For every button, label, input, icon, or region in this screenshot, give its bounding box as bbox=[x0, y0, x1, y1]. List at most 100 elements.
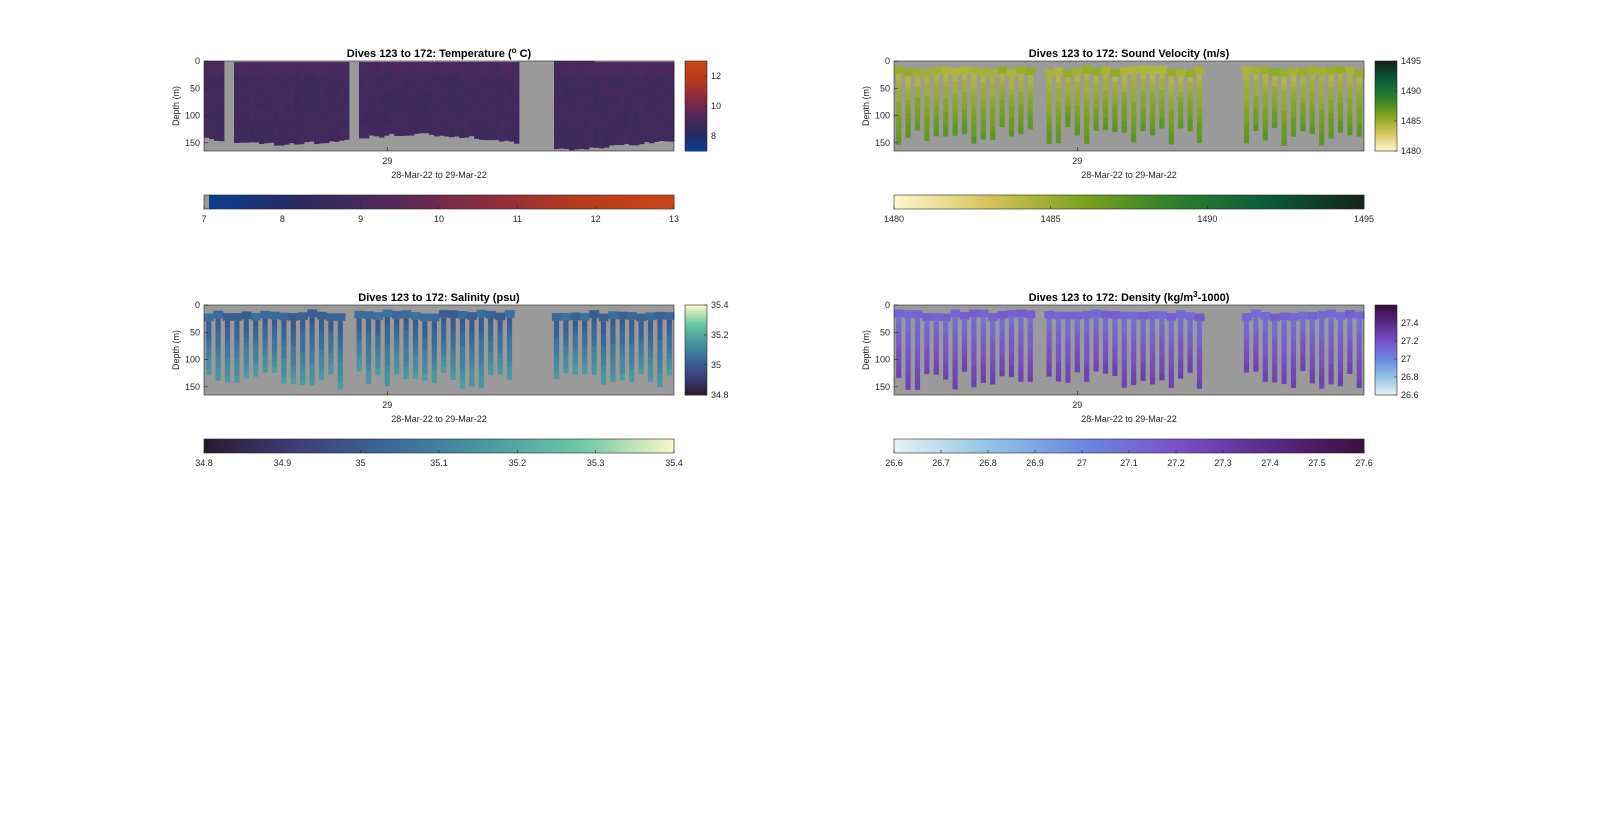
data-cell bbox=[914, 76, 921, 82]
data-cell bbox=[412, 343, 419, 350]
colorbar-segment bbox=[392, 195, 397, 209]
data-cell bbox=[506, 336, 513, 343]
data-cell bbox=[244, 82, 250, 90]
data-cell bbox=[1131, 358, 1137, 366]
data-cell bbox=[356, 334, 362, 340]
data-cell bbox=[659, 114, 665, 122]
data-cell bbox=[943, 86, 949, 94]
data-cell bbox=[234, 122, 240, 130]
data-cell bbox=[589, 68, 595, 76]
data-cell bbox=[1131, 319, 1137, 327]
data-cell bbox=[474, 132, 480, 139]
colorbar-segment bbox=[1246, 195, 1251, 209]
data-cell bbox=[1131, 87, 1137, 95]
data-cell bbox=[1093, 108, 1099, 115]
data-cell bbox=[980, 75, 986, 83]
data-cell bbox=[234, 129, 240, 137]
colorbar-segment bbox=[352, 439, 358, 453]
data-cell bbox=[1290, 99, 1297, 107]
data-cell bbox=[657, 380, 663, 388]
data-cell bbox=[420, 313, 430, 322]
data-cell bbox=[439, 68, 445, 75]
data-cell bbox=[309, 371, 315, 379]
data-cell bbox=[234, 351, 240, 359]
data-cell bbox=[334, 95, 340, 103]
data-cell bbox=[514, 116, 520, 124]
plot-data bbox=[204, 61, 675, 151]
data-cell bbox=[373, 312, 383, 320]
y-tick-label: 50 bbox=[880, 83, 890, 93]
data-cell bbox=[379, 93, 385, 101]
data-cell bbox=[629, 110, 635, 118]
data-cell bbox=[375, 341, 381, 348]
data-cell bbox=[980, 375, 986, 383]
data-cell bbox=[564, 112, 570, 120]
data-cell bbox=[905, 360, 911, 369]
data-cell bbox=[559, 140, 565, 149]
data-cell bbox=[1084, 343, 1090, 351]
colorbar-segment bbox=[642, 439, 647, 453]
data-cell bbox=[1025, 67, 1036, 76]
colorbar-segment bbox=[489, 439, 495, 453]
colorbar-segment bbox=[439, 439, 444, 453]
data-cell bbox=[1074, 81, 1080, 88]
data-cell bbox=[304, 75, 310, 83]
data-cell bbox=[389, 79, 395, 87]
data-cell bbox=[464, 112, 470, 119]
data-cell bbox=[1262, 93, 1268, 101]
data-cell bbox=[582, 368, 588, 374]
data-cell bbox=[1065, 319, 1071, 327]
data-cell bbox=[999, 89, 1005, 96]
colorbar-segment bbox=[685, 137, 707, 140]
data-cell bbox=[375, 319, 381, 326]
colorbar-segment bbox=[1003, 439, 1008, 453]
data-cell bbox=[506, 317, 513, 325]
data-cell bbox=[1178, 92, 1184, 98]
data-cell bbox=[1168, 320, 1174, 328]
data-cell bbox=[1337, 73, 1344, 81]
data-cell bbox=[419, 85, 425, 92]
data-cell bbox=[1159, 111, 1165, 118]
colorbar-segment bbox=[638, 195, 644, 209]
data-cell bbox=[629, 96, 635, 104]
data-cell bbox=[569, 112, 575, 121]
data-cell bbox=[619, 343, 625, 351]
data-cell bbox=[412, 349, 419, 356]
data-cell bbox=[1027, 112, 1033, 119]
data-cell bbox=[624, 130, 630, 138]
data-cell bbox=[1187, 76, 1193, 83]
data-cell bbox=[344, 81, 350, 89]
colorbar-segment bbox=[1375, 100, 1397, 102]
data-cell bbox=[499, 121, 505, 129]
data-cell bbox=[450, 342, 456, 350]
data-cell bbox=[594, 69, 600, 77]
data-cell bbox=[905, 325, 911, 333]
colorbar-segment bbox=[247, 439, 252, 453]
data-cell bbox=[914, 86, 921, 93]
data-cell bbox=[978, 309, 989, 318]
data-cell bbox=[649, 62, 655, 70]
data-cell bbox=[1176, 310, 1186, 318]
data-cell bbox=[654, 68, 660, 76]
colorbar-segment bbox=[1035, 195, 1040, 209]
data-cell bbox=[439, 80, 445, 87]
colorbar-segment bbox=[685, 344, 707, 346]
data-cell bbox=[666, 347, 672, 354]
colorbar-segment bbox=[470, 195, 475, 209]
data-cell bbox=[309, 101, 315, 109]
data-cell bbox=[476, 309, 487, 318]
data-cell bbox=[281, 345, 287, 353]
data-cell bbox=[239, 68, 245, 76]
data-cell bbox=[1328, 87, 1334, 95]
data-cell bbox=[574, 68, 580, 77]
colorbar-segment bbox=[301, 195, 307, 209]
data-cell bbox=[1307, 66, 1318, 74]
colorbar-segment bbox=[1375, 345, 1397, 348]
data-cell bbox=[554, 119, 560, 128]
data-cell bbox=[971, 345, 977, 353]
data-cell bbox=[434, 62, 440, 69]
data-cell bbox=[1131, 80, 1137, 88]
colorbar-segment bbox=[360, 195, 365, 209]
data-cell bbox=[943, 361, 949, 368]
data-cell bbox=[639, 62, 645, 70]
